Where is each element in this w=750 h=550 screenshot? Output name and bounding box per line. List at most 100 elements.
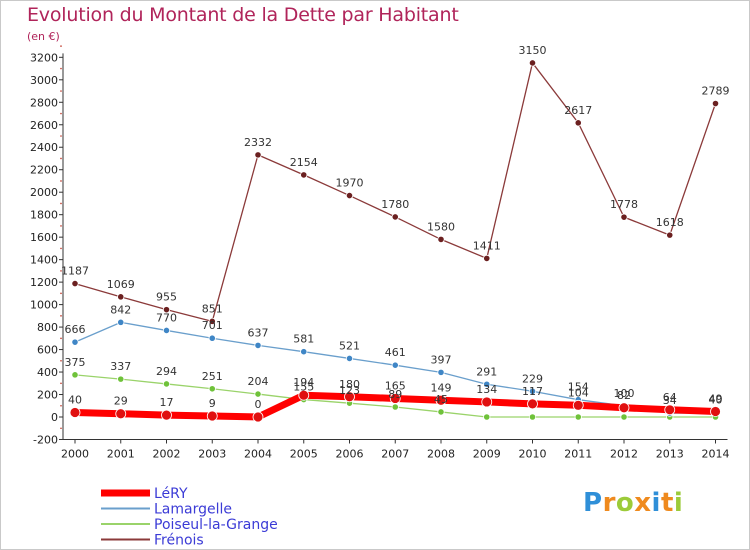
- data-point: [437, 408, 445, 416]
- data-point: [208, 317, 216, 325]
- data-point: [620, 213, 628, 221]
- logo-letter: o: [615, 488, 635, 518]
- data-point: [208, 385, 216, 393]
- legend-label: Frénois: [154, 533, 204, 549]
- y-tick-label: 2400: [30, 141, 58, 154]
- logo-letter: x: [634, 488, 652, 518]
- data-point: [300, 348, 308, 356]
- y-tick-label: 2600: [30, 119, 58, 132]
- data-point: [254, 341, 262, 350]
- y-minor-dot: [60, 360, 62, 362]
- data-point: [391, 213, 399, 221]
- data-point: [254, 151, 262, 159]
- data-point: [666, 231, 674, 239]
- y-minor-dot: [60, 67, 62, 70]
- y-tick-label: 1800: [30, 209, 58, 222]
- y-tick-label: 2200: [30, 164, 58, 177]
- data-label: 40: [68, 394, 82, 407]
- data-labels: 375 337 294 251 204 155 123 89 45 666 842 770 701 637…: [61, 44, 730, 411]
- data-label: 82: [617, 389, 631, 402]
- data-point: [528, 413, 537, 421]
- y-minor-dot: [60, 315, 62, 317]
- data-label: 45: [434, 393, 448, 406]
- data-point: [300, 171, 308, 179]
- data-point: [389, 393, 401, 404]
- y-minor-dot: [60, 45, 62, 47]
- data-label: 397: [431, 353, 452, 366]
- data-label: 701: [202, 319, 223, 332]
- data-label: 1069: [107, 278, 135, 291]
- data-label: 100: [614, 387, 635, 400]
- y-tick-label: 400: [37, 366, 58, 379]
- plot-area: [69, 59, 721, 423]
- data-label: 461: [385, 346, 406, 359]
- data-label: 204: [248, 375, 269, 388]
- data-label: 1778: [610, 198, 638, 211]
- y-minor-dot: [60, 404, 62, 407]
- data-point: [252, 411, 264, 423]
- data-label: 521: [339, 339, 360, 352]
- data-label: 3150: [519, 44, 547, 57]
- data-point: [528, 387, 537, 395]
- data-point: [391, 403, 399, 411]
- y-tick-label: 1000: [30, 299, 58, 312]
- data-label: 251: [202, 370, 223, 383]
- x-tick-label: 2003: [198, 447, 226, 460]
- data-point: [298, 389, 310, 401]
- x-tick-label: 2007: [381, 447, 409, 460]
- data-point: [71, 279, 79, 288]
- data-label: 1780: [381, 198, 409, 211]
- y-tick-label: 200: [37, 389, 58, 402]
- legend-label: LéRY: [154, 486, 188, 502]
- data-label: 229: [522, 372, 543, 385]
- y-minor-dot: [60, 157, 62, 160]
- x-tick-label: 2001: [107, 447, 135, 460]
- data-point: [483, 254, 491, 263]
- data-point: [162, 306, 171, 314]
- data-label: 194: [293, 376, 314, 389]
- data-point: [345, 191, 354, 200]
- x-tick-label: 2012: [610, 447, 638, 460]
- y-tick-label: 2000: [30, 186, 58, 199]
- data-label: 104: [568, 386, 589, 399]
- data-point: [574, 413, 582, 421]
- data-label: 165: [385, 379, 406, 392]
- unit-label: (en €): [27, 30, 60, 43]
- x-tick-label: 2008: [427, 447, 455, 460]
- y-tick-label: 3200: [30, 51, 58, 64]
- y-tick-label: 600: [37, 344, 58, 357]
- data-point: [435, 394, 447, 406]
- data-point: [391, 361, 399, 369]
- data-label: 1580: [427, 220, 455, 233]
- data-point: [618, 402, 630, 414]
- legend-label: Poiseul-la-Grange: [154, 517, 278, 533]
- data-label: 17: [160, 396, 174, 409]
- data-point: [344, 391, 355, 403]
- data-point: [115, 408, 127, 420]
- data-label: 123: [339, 384, 360, 397]
- data-point: [117, 375, 125, 383]
- data-point: [162, 326, 171, 335]
- data-label: 9: [209, 397, 216, 410]
- x-tick-label: 2000: [61, 447, 89, 460]
- data-label: 2154: [290, 156, 318, 169]
- data-label: 291: [476, 365, 497, 378]
- logo-letter: P: [583, 488, 603, 518]
- data-point: [162, 380, 171, 388]
- data-point: [161, 409, 172, 421]
- x-tick-label: 2013: [656, 447, 684, 460]
- y-tick-label: 2800: [30, 96, 58, 109]
- data-label: 955: [156, 291, 177, 304]
- data-point: [711, 99, 720, 108]
- y-minor-dot: [60, 90, 62, 92]
- y-minor-dot: [60, 270, 62, 272]
- y-minor-dot: [60, 382, 62, 385]
- y-minor-dot: [60, 247, 62, 250]
- x-tick-label: 2004: [244, 447, 272, 460]
- data-label: 49: [709, 392, 723, 405]
- data-label: 1970: [336, 177, 364, 190]
- y-minor-dot: [60, 202, 62, 205]
- y-minor-dot: [60, 225, 62, 227]
- y-minor-dot: [60, 292, 62, 295]
